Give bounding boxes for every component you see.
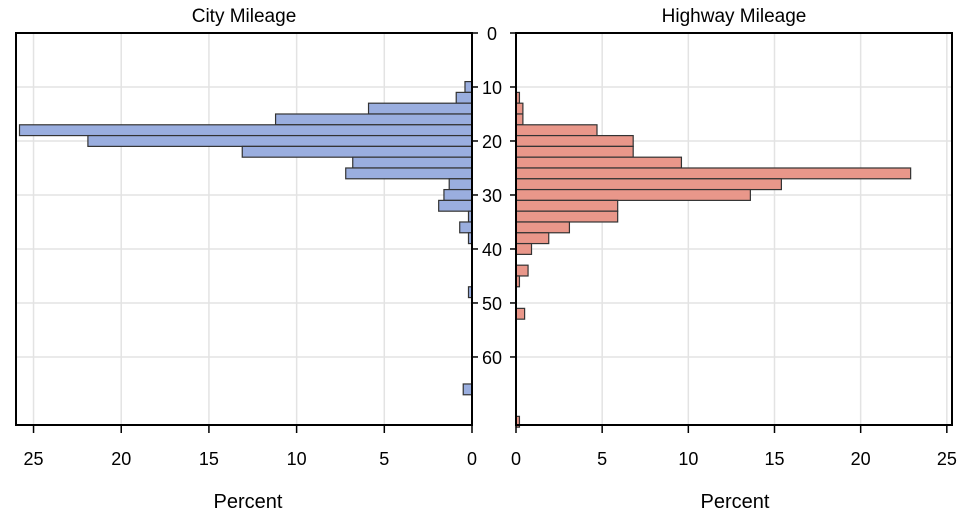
city-histogram-bar [241,145,473,158]
highway-histogram-bar [515,188,751,201]
city-histogram-bar [443,188,473,201]
highway-histogram-bar [515,178,782,191]
center-y-tick-label: 50 [482,294,502,314]
highway-histogram-bar [515,124,598,137]
city-histogram-bar [462,383,473,396]
center-y-tick-label: 60 [482,348,502,368]
city-histogram-bar [274,113,473,126]
center-y-tick-label: 30 [482,186,502,206]
city-histogram-bar [455,91,473,104]
city-histogram-bar [448,178,473,191]
highway-x-tick-label: 15 [764,449,784,469]
city-histogram-bar [438,199,473,212]
city-histogram-bar [352,156,473,169]
city-x-tick-label: 5 [379,449,389,469]
city-x-axis-label: Percent [214,491,283,513]
highway-x-tick-label: 20 [851,449,871,469]
highway-x-axis-label: Percent [701,491,770,513]
highway-histogram-bar [515,199,619,212]
city-histogram-bar [459,221,473,234]
highway-histogram-bar [515,307,526,320]
frame-layer [15,32,953,426]
city-x-tick-label: 0 [467,449,477,469]
city-histogram-bar [367,102,473,115]
city-x-tick-label: 15 [199,449,219,469]
city-histogram-bar [464,80,473,93]
center-y-tick-label: 40 [482,240,502,260]
highway-x-tick-label: 10 [678,449,698,469]
bars-layer [18,80,912,428]
city-histogram-bar [345,167,473,180]
highway-histogram-bar [515,167,912,180]
city-chart-title: City Mileage [192,6,297,27]
city-x-tick-label: 25 [24,449,44,469]
center-y-tick-label: 10 [482,78,502,98]
highway-histogram-bar [515,145,634,158]
highway-histogram-bar [515,242,533,255]
city-x-tick-label: 10 [287,449,307,469]
highway-chart-title: Highway Mileage [662,6,807,27]
highway-histogram-bar [515,156,683,169]
highway-x-tick-label: 25 [937,449,957,469]
city-panel-frame [15,32,473,426]
center-y-tick-label: 0 [487,24,497,44]
highway-histogram-bar [515,232,550,245]
city-histogram-bar [18,124,473,137]
city-x-tick-label: 20 [111,449,131,469]
highway-histogram-bar [515,264,529,277]
highway-histogram-bar [515,134,634,147]
highway-histogram-bar [515,221,571,234]
highway-x-tick-label: 0 [511,449,521,469]
highway-histogram-bar [515,102,524,115]
center-y-tick-label: 20 [482,132,502,152]
city-histogram-bar [87,134,473,147]
highway-histogram-bar [515,210,619,223]
highway-panel-frame [515,32,953,426]
highway-histogram-bar [515,113,524,126]
highway-x-tick-label: 5 [597,449,607,469]
